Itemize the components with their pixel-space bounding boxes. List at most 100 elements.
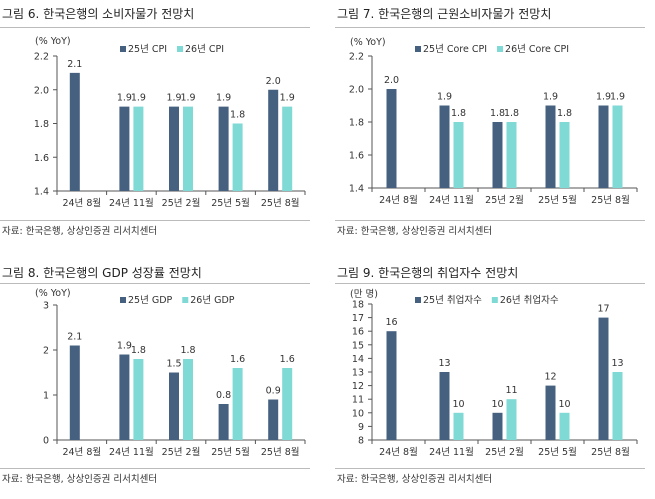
bar [268, 89, 279, 191]
bar-chart: (% YoY) 1.4 1.6 1.8 2.0 2.2 24년 8월 2.1 24년 11월 1.… [34, 36, 306, 209]
x-tick-label: 25년 8월 [261, 446, 300, 458]
bar [282, 368, 293, 440]
chart-title: 그림 7. 한국은행의 근원소비자물가 전망치 [337, 7, 552, 21]
bar-chart: (% YoY) 1.4 1.6 1.8 2.0 2.2 24년 8월 2.0 24년 11월 1.… [349, 37, 638, 206]
bar [119, 354, 130, 440]
y-tick-label: 18 [352, 300, 364, 311]
y-tick-label: 2.0 [34, 85, 49, 96]
bar [612, 105, 623, 188]
y-tick-label: 1.4 [349, 184, 364, 195]
x-tick-label: 24년 8월 [62, 197, 101, 209]
x-tick-label: 25년 5월 [538, 446, 577, 458]
data-label: 1.9 [596, 92, 611, 103]
x-tick-label: 25년 5월 [211, 446, 250, 458]
legend-label: 25년 GDP [128, 295, 173, 306]
x-tick-label: 25년 5월 [538, 194, 577, 206]
y-tick-label: 2.2 [349, 52, 364, 63]
data-label: 1.9 [543, 92, 558, 103]
data-label: 10 [491, 399, 503, 410]
data-label: 0.9 [266, 386, 281, 397]
divider [0, 283, 310, 284]
x-tick-label: 24년 8월 [379, 446, 418, 458]
chart-title: 그림 6. 한국은행의 소비자물가 전망치 [2, 7, 195, 21]
divider [0, 468, 310, 469]
legend-swatch [120, 46, 126, 52]
bar [69, 72, 80, 191]
divider [335, 283, 645, 284]
bar [439, 105, 450, 188]
chart-panel-core-cpi: 그림 7. 한국은행의 근원소비자물가 전망치 (% YoY) 1.4 1.6 1.8… [335, 0, 655, 237]
source-note: 자료: 한국은행, 상상인증권 리서치센터 [2, 474, 158, 485]
bar [492, 122, 503, 188]
y-unit-label: (만 명) [350, 289, 378, 300]
data-label: 1.8 [557, 108, 572, 119]
bar [133, 106, 144, 191]
data-label: 10 [452, 399, 464, 410]
data-label: 11 [505, 385, 517, 396]
x-tick-label: 25년 8월 [261, 197, 300, 209]
chart-panel-cpi: 그림 6. 한국은행의 소비자물가 전망치 (% YoY) 1.4 1.6 1.8 2.… [0, 0, 320, 237]
legend-label: 26년 취업자수 [500, 294, 559, 306]
data-label: 17 [597, 304, 609, 315]
bar [218, 106, 229, 191]
bar [169, 372, 179, 440]
data-label: 2.1 [67, 59, 82, 70]
x-tick-label: 25년 2월 [162, 197, 201, 209]
divider [335, 468, 645, 469]
bar [506, 122, 517, 188]
x-tick-label: 24년 11월 [429, 194, 474, 206]
legend-label: 26년 Core CPI [505, 44, 569, 55]
source-note: 자료: 한국은행, 상상인증권 리서치센터 [337, 226, 493, 237]
y-unit-label: (% YoY) [350, 37, 386, 48]
x-tick-label: 25년 2월 [162, 446, 201, 458]
data-label: 12 [544, 372, 556, 383]
divider [0, 27, 310, 28]
legend-label: 26년 GDP [190, 295, 235, 306]
y-tick-label: 9 [358, 422, 364, 433]
chart-panel-employment: 그림 9. 한국은행의 취업자수 전망치 (만 명) 8 9 10 11 12 13 14 15… [335, 259, 655, 494]
data-label: 13 [438, 358, 450, 369]
y-tick-label: 1.6 [349, 151, 364, 162]
x-tick-label: 25년 2월 [485, 194, 524, 206]
y-tick-label: 15 [352, 340, 364, 351]
bar [545, 105, 556, 188]
y-tick-label: 1.6 [34, 153, 49, 164]
data-label: 1.8 [180, 345, 195, 356]
chart-panel-gdp: 그림 8. 한국은행의 GDP 성장률 전망치 (% YoY) 0 1 2 3 24년 8… [0, 259, 320, 494]
data-label: 1.9 [216, 93, 231, 104]
y-tick-label: 10 [352, 408, 364, 419]
bar [282, 106, 293, 191]
bar [386, 89, 397, 188]
data-label: 10 [558, 399, 570, 410]
bar [506, 399, 517, 440]
divider [335, 27, 645, 28]
data-label: 1.8 [451, 108, 466, 119]
data-label: 1.9 [166, 93, 181, 104]
y-tick-label: 0 [43, 436, 49, 447]
x-tick-label: 24년 8월 [379, 194, 418, 206]
y-tick-label: 2 [43, 346, 49, 357]
y-tick-label: 1.4 [34, 187, 49, 198]
legend-label: 25년 취업자수 [423, 294, 482, 306]
legend-swatch [491, 297, 498, 303]
data-label: 0.8 [216, 390, 231, 401]
data-label: 16 [385, 317, 397, 328]
bar [268, 399, 279, 440]
data-label: 1.8 [131, 345, 146, 356]
x-tick-label: 25년 8월 [591, 194, 630, 206]
y-tick-label: 17 [352, 313, 364, 324]
bar [598, 105, 609, 188]
bar [232, 368, 243, 440]
legend-swatch [497, 46, 504, 52]
bar [612, 372, 623, 440]
y-tick-label: 2.0 [349, 85, 364, 96]
bar [439, 372, 450, 440]
bar [598, 317, 609, 440]
x-tick-label: 24년 11월 [429, 446, 474, 458]
data-label: 1.9 [131, 93, 146, 104]
y-tick-label: 1 [43, 391, 49, 402]
bar [183, 106, 193, 191]
x-tick-label: 24년 8월 [62, 446, 101, 458]
data-label: 1.6 [230, 354, 245, 365]
